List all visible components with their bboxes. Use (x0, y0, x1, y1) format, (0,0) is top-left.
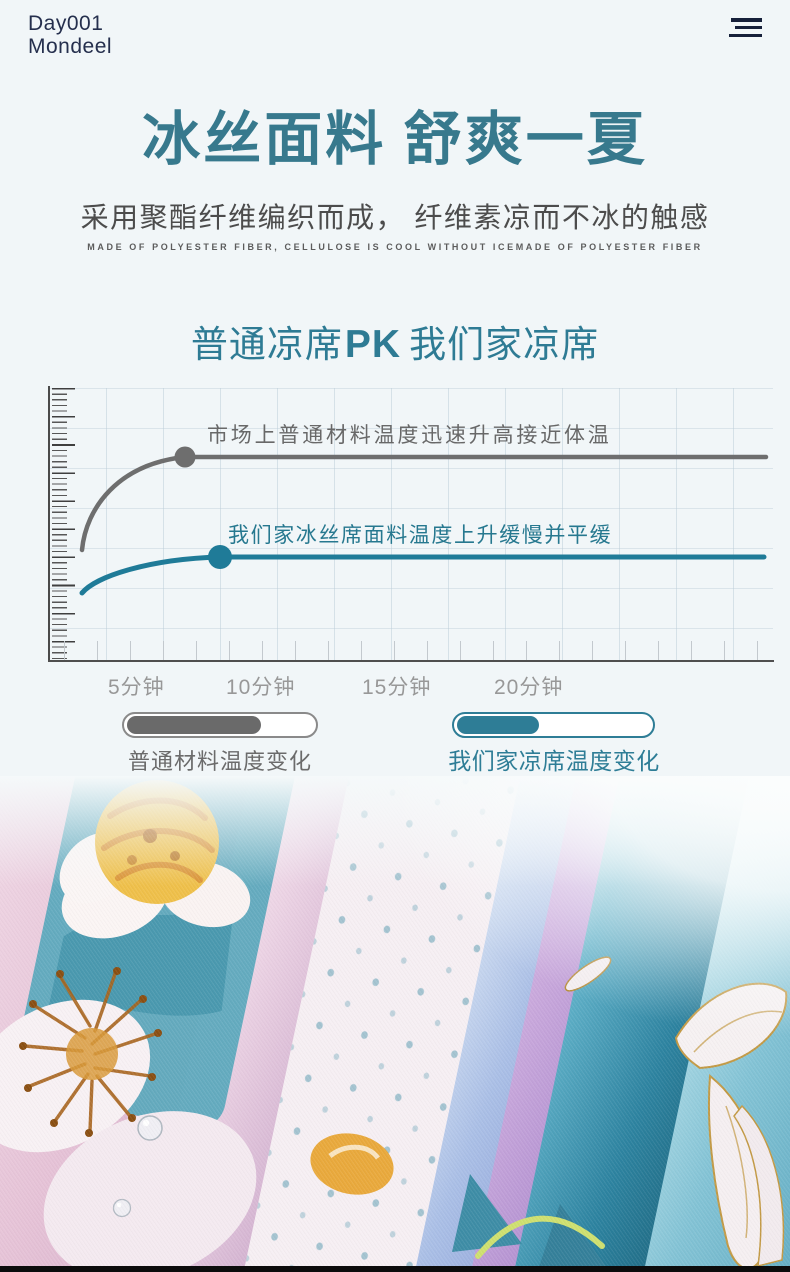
brand-line-2: Mondeel (28, 35, 113, 58)
brand-line-1: Day001 (28, 12, 104, 35)
legend-pill-ordinary (122, 712, 318, 738)
y-axis-major-ticks (52, 388, 75, 659)
menu-bar (729, 33, 762, 38)
chart-grid (49, 388, 773, 660)
page-subtitle: 采用聚酯纤维编织而成， 纤维素凉而不冰的触感 (80, 202, 710, 233)
page-title: 冰丝面料 舒爽一夏 (142, 107, 648, 172)
white-flower-with-stamens (0, 967, 257, 1266)
ordinary-curve-dot (174, 446, 196, 468)
brand-logo: Day001 Mondeel (28, 12, 112, 58)
teal-leaf-print (452, 1174, 607, 1266)
x-axis-line (48, 660, 774, 662)
ice-silk-curve (79, 554, 767, 596)
temperature-curves (79, 446, 769, 596)
x-axis-ticks (64, 641, 773, 660)
legend-label-ordinary: 普通材料温度变化 (127, 749, 312, 774)
ordinary-curve-annotation: 市场上普通材料温度迅速升高接近体温 (207, 424, 612, 447)
y-axis-line (48, 386, 50, 662)
orange-print-blob (310, 1133, 394, 1195)
x-tick-label-20min: 20分钟 (494, 676, 564, 699)
section-title-pre: 普通凉席 (190, 324, 343, 365)
x-tick-label-10min: 10分钟 (226, 676, 296, 699)
ice-silk-curve-annotation: 我们家冰丝席面料温度上升缓慢并平缓 (228, 524, 613, 547)
section-title-pk: PK (344, 323, 402, 366)
fabric-photo (0, 776, 790, 1266)
legend-pill-ours (452, 712, 655, 738)
menu-bar (735, 25, 762, 30)
water-droplets (112, 1115, 163, 1218)
hamburger-menu-icon[interactable] (728, 18, 762, 38)
x-tick-label-5min: 5分钟 (108, 676, 165, 699)
legend-pill-ordinary-fill (127, 716, 261, 734)
ice-silk-curve-dot (208, 545, 232, 569)
page-subtitle-english: MADE OF POLYESTER FIBER, CELLULOSE IS CO… (87, 242, 703, 252)
section-title: 普通凉席PK 我们家凉席 (0, 314, 790, 368)
bottom-black-bar (0, 1266, 790, 1272)
section-title-post: 我们家凉席 (409, 324, 600, 365)
menu-bar (731, 18, 762, 22)
legend-pill-ours-fill (457, 716, 539, 734)
x-tick-label-15min: 15分钟 (362, 676, 432, 699)
photo-corner-fade (370, 776, 790, 1046)
legend-label-ours: 我们家凉席温度变化 (448, 748, 660, 774)
